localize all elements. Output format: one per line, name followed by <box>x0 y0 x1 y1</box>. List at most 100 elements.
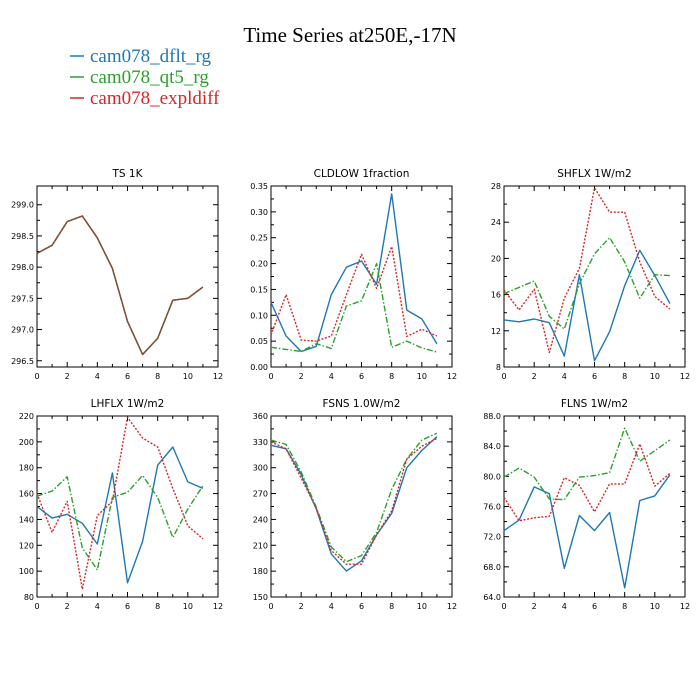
panel-title: FSNS 1.0W/m2 <box>323 398 401 410</box>
y-tick-label: 200 <box>19 438 34 447</box>
y-tick-label: 270 <box>253 490 268 499</box>
x-tick-label: 10 <box>650 602 660 611</box>
x-tick-label: 8 <box>389 372 394 381</box>
y-tick-label: 297.0 <box>11 326 34 335</box>
x-tick-label: 12 <box>447 602 457 611</box>
x-tick-label: 4 <box>95 602 100 611</box>
series-line-1 <box>270 436 438 572</box>
x-tick-label: 2 <box>532 372 537 381</box>
series-line-3 <box>270 437 438 565</box>
x-tick-label: 2 <box>65 602 70 611</box>
x-tick-label: 4 <box>562 372 567 381</box>
x-tick-label: 4 <box>95 372 100 381</box>
x-tick-label: 6 <box>592 602 597 611</box>
x-tick-label: 8 <box>389 602 394 611</box>
plot-frame <box>270 415 453 598</box>
y-tick-label: 80 <box>24 593 34 602</box>
y-tick-label: 360 <box>253 412 268 421</box>
legend-entry-1: cam078_dflt_rg <box>70 46 212 67</box>
y-tick-label: 240 <box>253 515 268 524</box>
x-tick-label: 6 <box>592 372 597 381</box>
y-tick-label: 84.0 <box>483 442 501 451</box>
y-tick-label: 0.10 <box>250 311 268 320</box>
y-tick-label: 12 <box>491 327 501 336</box>
panel-6: FLNS 1W/m2 0 2 4 6 8 10 12 64.0 68.0 72.0 76.0 80.0 8… <box>483 398 690 611</box>
series-line-2 <box>270 432 438 563</box>
series-line-3 <box>503 443 671 522</box>
legend-entry-3: cam078_expldiff <box>70 88 220 109</box>
x-tick-label: 10 <box>183 372 193 381</box>
x-tick-label: 2 <box>299 372 304 381</box>
plot-frame <box>270 185 453 368</box>
y-tick-label: 297.5 <box>11 294 34 303</box>
x-tick-label: 12 <box>213 602 223 611</box>
series-line-2 <box>36 474 204 571</box>
y-tick-label: 80.0 <box>483 472 501 481</box>
x-tick-label: 0 <box>34 602 39 611</box>
legend-label-1: cam078_dflt_rg <box>90 46 212 67</box>
x-tick-label: 6 <box>359 602 364 611</box>
x-tick-label: 12 <box>680 372 690 381</box>
y-tick-label: 140 <box>19 515 34 524</box>
y-tick-label: 180 <box>19 464 34 473</box>
y-tick-label: 0.05 <box>250 337 268 346</box>
panel-title: LHFLX 1W/m2 <box>91 398 165 410</box>
legend-label-3: cam078_expldiff <box>90 88 220 109</box>
y-tick-label: 0.15 <box>250 285 268 294</box>
series-line-1 <box>503 249 671 362</box>
series-line-1 <box>270 193 438 353</box>
x-tick-label: 2 <box>532 602 537 611</box>
panel-4: LHFLX 1W/m2 0 2 4 6 8 10 12 80 100 120 140 160 180 200… <box>19 398 223 611</box>
legend: cam078_dflt_rg cam078_qt5_rg cam078_expl… <box>70 46 220 109</box>
legend-label-2: cam078_qt5_rg <box>90 67 209 88</box>
x-tick-label: 4 <box>562 602 567 611</box>
series-line-3 <box>270 245 438 342</box>
y-tick-label: 160 <box>19 490 34 499</box>
y-tick-label: 8 <box>496 363 501 372</box>
y-tick-label: 100 <box>19 567 34 576</box>
y-tick-label: 0.20 <box>250 260 268 269</box>
series-line-2 <box>503 427 671 501</box>
y-tick-label: 299.0 <box>11 201 34 210</box>
series-line-1 <box>36 215 204 356</box>
x-tick-label: 8 <box>155 372 160 381</box>
y-tick-label: 72.0 <box>483 533 501 542</box>
y-tick-label: 16 <box>491 291 501 300</box>
y-tick-label: 220 <box>19 412 34 421</box>
y-tick-label: 0.35 <box>250 182 268 191</box>
y-tick-label: 0.25 <box>250 234 268 243</box>
legend-entry-2: cam078_qt5_rg <box>70 67 209 88</box>
plot-frame <box>503 415 686 598</box>
x-tick-label: 0 <box>268 602 273 611</box>
figure-title: Time Series at250E,-17N <box>243 23 456 47</box>
y-tick-label: 180 <box>253 567 268 576</box>
panel-5: FSNS 1.0W/m2 0 2 4 6 8 10 12 150 180 210 240 270 300 3… <box>253 398 457 611</box>
panel-title: SHFLX 1W/m2 <box>557 168 632 180</box>
x-tick-label: 10 <box>417 602 427 611</box>
plot-frame <box>503 185 686 368</box>
x-tick-label: 2 <box>65 372 70 381</box>
y-tick-label: 150 <box>253 593 268 602</box>
series-line-3 <box>36 215 204 356</box>
series-line-2 <box>270 262 438 353</box>
x-tick-label: 8 <box>622 602 627 611</box>
y-tick-label: 64.0 <box>483 593 501 602</box>
y-tick-label: 28 <box>491 182 501 191</box>
x-tick-label: 10 <box>650 372 660 381</box>
series-line-1 <box>36 446 204 584</box>
x-tick-label: 2 <box>299 602 304 611</box>
y-tick-label: 210 <box>253 541 268 550</box>
y-tick-label: 68.0 <box>483 563 501 572</box>
panel-title: FLNS 1W/m2 <box>561 398 628 410</box>
x-tick-label: 0 <box>34 372 39 381</box>
panel-title: CLDLOW 1fraction <box>314 168 410 180</box>
y-tick-label: 20 <box>491 254 501 263</box>
y-tick-label: 330 <box>253 438 268 447</box>
y-tick-label: 120 <box>19 541 34 550</box>
x-tick-label: 10 <box>417 372 427 381</box>
y-tick-label: 298.5 <box>11 232 34 241</box>
x-tick-label: 0 <box>501 602 506 611</box>
panel-1: TS 1K 0 2 4 6 8 10 12 296.5 297.0 297.5 298.0 298.5 2… <box>11 168 223 381</box>
x-tick-label: 0 <box>268 372 273 381</box>
